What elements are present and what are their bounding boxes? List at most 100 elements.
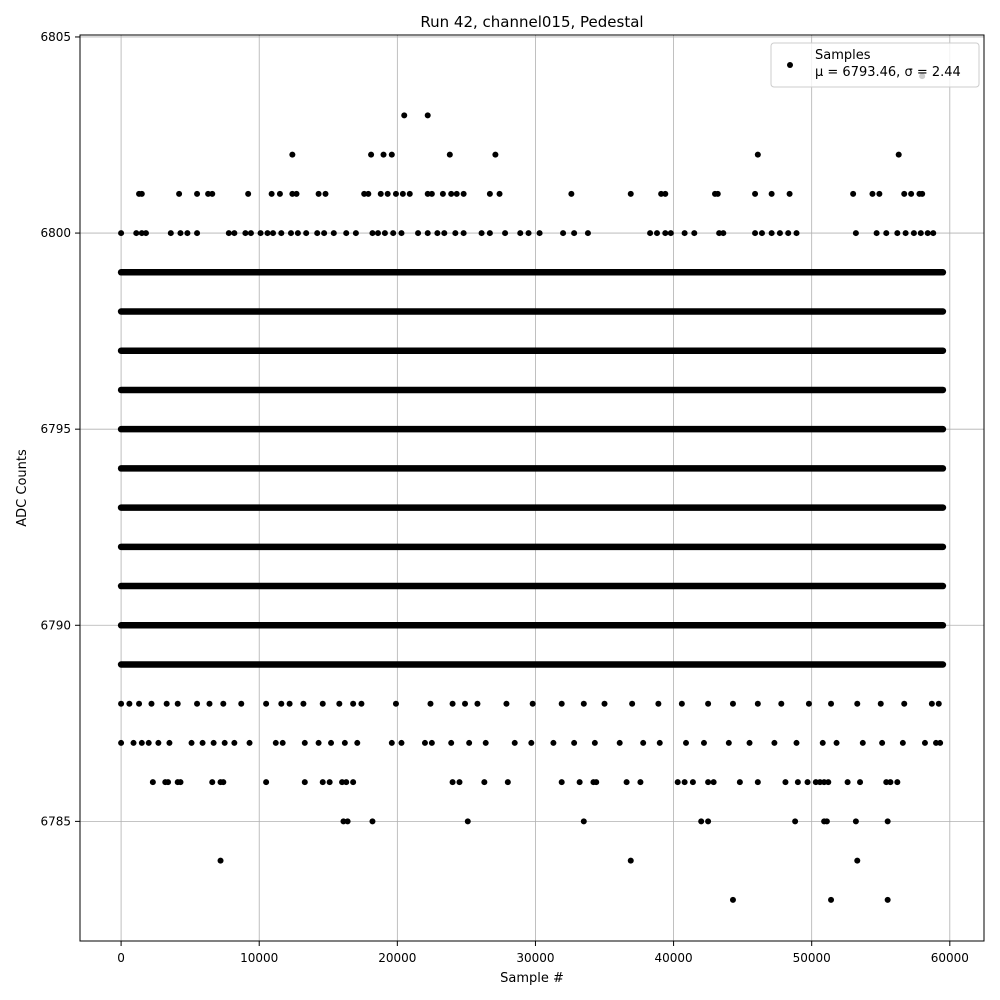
sample-point — [919, 190, 926, 197]
sample-point — [177, 779, 184, 786]
sample-point — [142, 230, 149, 237]
x-tick-label: 50000 — [793, 951, 831, 965]
sample-point — [263, 700, 270, 707]
sample-point — [278, 700, 285, 707]
y-axis-ticks: 6785 6790 6795 6800 6805 — [40, 30, 80, 828]
sample-point — [354, 739, 361, 746]
sample-point — [384, 190, 391, 197]
sample-point — [343, 230, 350, 237]
y-tick-label: 6785 — [40, 814, 71, 828]
sample-point — [705, 700, 712, 707]
sample-point — [209, 190, 216, 197]
x-tick-label: 60000 — [931, 951, 969, 965]
sample-point — [434, 230, 441, 237]
sample-point — [921, 739, 928, 746]
sample-point — [286, 700, 293, 707]
sample-point — [194, 230, 201, 237]
sample-point — [681, 779, 688, 786]
sample-point — [576, 779, 583, 786]
sample-point — [174, 700, 181, 707]
sample-point — [300, 700, 307, 707]
sample-point — [901, 190, 908, 197]
sample-point — [850, 190, 857, 197]
sample-point — [698, 818, 705, 825]
sample-point — [326, 779, 333, 786]
sample-point — [616, 739, 623, 746]
sample-point — [270, 230, 277, 237]
sample-point — [785, 230, 792, 237]
sample-point — [640, 739, 647, 746]
sample-point — [580, 818, 587, 825]
sample-point — [560, 230, 567, 237]
sample-point — [453, 190, 460, 197]
sample-point — [859, 739, 866, 746]
sample-point — [899, 739, 906, 746]
sample-point — [502, 230, 509, 237]
sample-point — [933, 739, 940, 746]
sample-point — [752, 230, 759, 237]
sample-point — [221, 739, 228, 746]
sample-point — [293, 190, 300, 197]
sample-point — [339, 779, 346, 786]
sample-point — [816, 779, 823, 786]
sample-point — [812, 779, 819, 786]
sample-point — [768, 230, 775, 237]
sample-point — [136, 700, 143, 707]
sample-point — [401, 112, 408, 119]
sample-point — [601, 700, 608, 707]
legend-box — [770, 42, 980, 88]
sample-point — [928, 700, 935, 707]
sample-point — [289, 151, 296, 158]
sample-point — [691, 230, 698, 237]
sample-point — [449, 700, 456, 707]
sample-point — [231, 739, 238, 746]
sample-point — [188, 739, 195, 746]
sample-point — [163, 700, 170, 707]
sample-point — [303, 230, 310, 237]
sample-point — [528, 739, 535, 746]
sample-point — [231, 230, 238, 237]
sample-point — [392, 190, 399, 197]
sample-point — [315, 739, 322, 746]
sample-point — [184, 230, 191, 237]
sample-point — [486, 230, 493, 237]
sample-point — [667, 230, 674, 237]
sample-point — [448, 190, 455, 197]
sample-point — [793, 739, 800, 746]
legend: Samples μ = 6793.46, σ = 2.44 — [770, 42, 980, 88]
sample-point — [558, 779, 565, 786]
sample-point — [466, 739, 473, 746]
sample-point — [782, 779, 789, 786]
sample-point — [492, 151, 499, 158]
sample-point — [321, 230, 328, 237]
sample-point — [398, 739, 405, 746]
sample-point — [350, 700, 357, 707]
sample-point — [350, 779, 357, 786]
sample-point — [902, 230, 909, 237]
sample-point — [390, 230, 397, 237]
sample-point — [901, 700, 908, 707]
sample-point — [623, 779, 630, 786]
sample-point — [689, 779, 696, 786]
sample-point — [398, 230, 405, 237]
sample-point — [550, 739, 557, 746]
sample-point — [242, 230, 249, 237]
sample-point — [754, 151, 761, 158]
sample-point — [464, 818, 471, 825]
sample-point — [460, 190, 467, 197]
sample-point — [884, 896, 891, 903]
sample-point — [344, 818, 351, 825]
sample-point — [428, 739, 435, 746]
sample-point — [369, 230, 376, 237]
sample-point — [729, 896, 736, 903]
sample-point — [854, 700, 861, 707]
x-tick-label: 10000 — [240, 951, 278, 965]
sample-point — [792, 818, 799, 825]
sample-point — [683, 739, 690, 746]
sample-point — [536, 230, 543, 237]
sample-point — [276, 190, 283, 197]
sample-point — [852, 818, 859, 825]
sample-point — [716, 230, 723, 237]
